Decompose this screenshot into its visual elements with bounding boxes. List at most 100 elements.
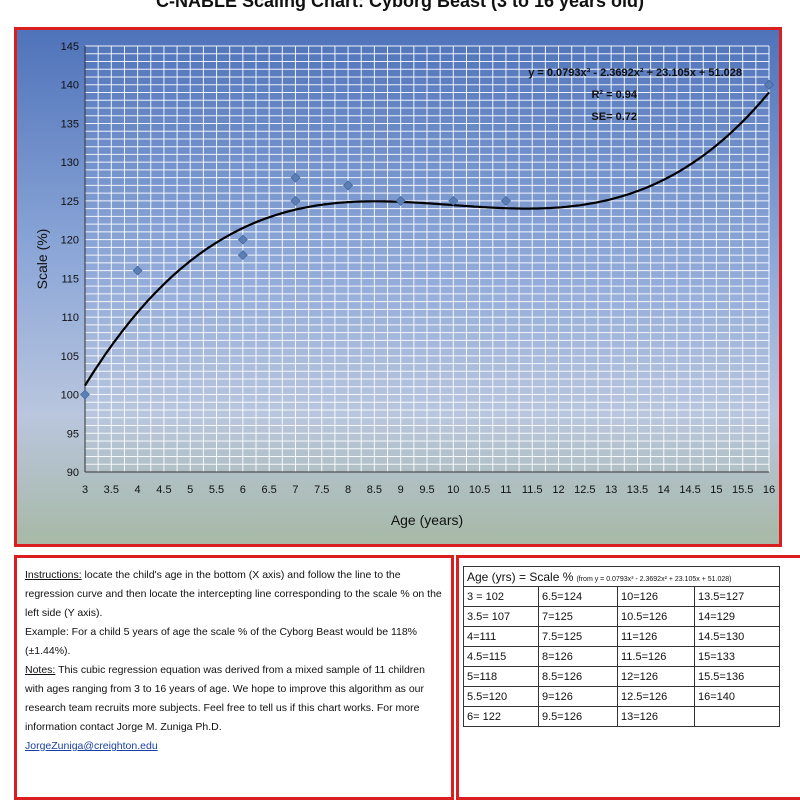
y-tick-label: 135 (61, 118, 79, 130)
x-tick-label: 10 (447, 484, 459, 496)
x-tick-label: 3 (82, 484, 88, 496)
data-point (237, 234, 248, 245)
x-tick-label: 11 (500, 484, 511, 496)
r-squared-label: R² = 0.94 (591, 89, 637, 101)
instructions-paragraph: Instructions: locate the child's age in … (25, 566, 443, 623)
table-cell: 11=126 (617, 626, 695, 647)
x-tick-label: 9.5 (419, 484, 434, 496)
x-tick-label: 15 (710, 484, 722, 496)
x-tick-label: 5 (187, 484, 193, 496)
notes-text: This cubic regression equation was deriv… (25, 664, 425, 733)
x-tick-label: 9 (398, 484, 404, 496)
data-point (237, 250, 248, 261)
x-axis-title: Age (years) (391, 512, 463, 528)
instructions-panel: Instructions: locate the child's age in … (14, 555, 454, 800)
x-tick-label: 10.5 (469, 484, 490, 496)
y-tick-label: 90 (67, 467, 79, 479)
y-tick-label: 140 (61, 80, 79, 92)
data-point (343, 180, 354, 191)
data-point (395, 195, 406, 206)
x-tick-label: 14.5 (679, 484, 700, 496)
table-cell: 15.5=136 (694, 666, 780, 687)
table-cell: 3.5= 107 (463, 606, 539, 627)
y-axis-title: Scale (%) (34, 229, 50, 290)
example-text: Example: For a child 5 years of age the … (25, 626, 418, 657)
scale-table: Age (yrs) = Scale % (from y = 0.0793x³ -… (463, 566, 780, 727)
y-tick-label: 110 (61, 312, 79, 324)
table-cell: 10=126 (617, 586, 695, 607)
table-cell: 12=126 (617, 666, 695, 687)
y-tick-label: 105 (61, 351, 79, 363)
data-point (290, 172, 301, 183)
y-tick-label: 125 (61, 196, 79, 208)
table-row: 4=111 7.5=125 11=126 14.5=130 (463, 626, 780, 647)
table-cell: 8.5=126 (538, 666, 618, 687)
table-cell: 6= 122 (463, 706, 539, 727)
data-point (132, 265, 143, 276)
table-header-sub: (from y = 0.0793x³ - 2.3692x² + 23.105x … (576, 575, 732, 583)
notes-paragraph: Notes: This cubic regression equation wa… (25, 661, 443, 737)
regression-curve (84, 91, 770, 387)
table-row: 4.5=115 8=126 11.5=126 15=133 (463, 646, 780, 667)
x-tick-label: 13.5 (627, 484, 648, 496)
notes-label: Notes: (25, 664, 56, 676)
x-tick-label: 4 (135, 484, 141, 496)
contact-email-link[interactable]: JorgeZuniga@creighton.edu (25, 740, 158, 752)
y-tick-label: 115 (61, 273, 79, 285)
y-tick-label: 100 (61, 390, 79, 402)
standard-error-label: SE= 0.72 (591, 111, 637, 123)
x-tick-label: 6 (240, 484, 246, 496)
table-cell: 9=126 (538, 686, 618, 707)
regression-equation: y = 0.0793x³ - 2.3692x² + 23.105x + 51.0… (528, 67, 742, 79)
x-tick-label: 15.5 (732, 484, 753, 496)
data-point (290, 195, 301, 206)
x-tick-label: 3.5 (104, 484, 119, 496)
table-header-cell: Age (yrs) = Scale % (from y = 0.0793x³ -… (463, 566, 780, 587)
y-tick-label: 120 (61, 235, 79, 247)
x-tick-label: 7.5 (314, 484, 329, 496)
table-cell: 14.5=130 (694, 626, 780, 647)
data-point (764, 79, 774, 90)
table-row: 3.5= 107 7=125 10.5=126 14=129 (463, 606, 780, 627)
x-tick-label: 11.5 (522, 484, 543, 496)
x-tick-label: 5.5 (209, 484, 224, 496)
table-cell: 5.5=120 (463, 686, 539, 707)
table-cell: 4=111 (463, 626, 539, 647)
data-point (80, 389, 90, 400)
x-tick-label: 4.5 (156, 484, 171, 496)
table-row: 6= 122 9.5=126 13=126 (463, 706, 780, 727)
x-tick-label: 16 (763, 484, 775, 496)
instructions-text: locate the child's age in the bottom (X … (25, 569, 442, 619)
table-cell: 10.5=126 (617, 606, 695, 627)
table-cell: 14=129 (694, 606, 780, 627)
table-cell: 16=140 (694, 686, 780, 707)
x-tick-label: 12 (552, 484, 564, 496)
table-cell: 7=125 (538, 606, 618, 627)
x-tick-label: 13 (605, 484, 617, 496)
table-cell: 13=126 (617, 706, 695, 727)
table-row: 5=118 8.5=126 12=126 15.5=136 (463, 666, 780, 687)
scale-table-panel: Age (yrs) = Scale % (from y = 0.0793x³ -… (456, 555, 800, 800)
table-cell: 3 = 102 (463, 586, 539, 607)
table-header: Age (yrs) = Scale % (467, 569, 574, 584)
table-row: 3 = 102 6.5=124 10=126 13.5=127 (463, 586, 780, 607)
instructions-label: Instructions: (25, 569, 82, 581)
table-cell: 4.5=115 (463, 646, 539, 667)
table-cell: 6.5=124 (538, 586, 618, 607)
chart-panel: 90 95 100 105 110 115 120 125 130 135 140 145 3 3.5 4 4… (14, 27, 782, 547)
table-row: 5.5=120 9=126 12.5=126 16=140 (463, 686, 780, 707)
y-tick-label: 130 (61, 157, 79, 169)
y-tick-label: 95 (67, 428, 79, 440)
table-cell: 12.5=126 (617, 686, 695, 707)
table-cell: 7.5=125 (538, 626, 618, 647)
x-tick-label: 7 (292, 484, 298, 496)
x-tick-label: 8.5 (367, 484, 382, 496)
x-tick-label: 14 (658, 484, 670, 496)
data-point (500, 195, 511, 206)
x-tick-label: 6.5 (262, 484, 277, 496)
table-cell: 5=118 (463, 666, 539, 687)
table-cell (694, 706, 780, 727)
table-cell: 15=133 (694, 646, 780, 667)
y-tick-label: 145 (61, 41, 79, 53)
